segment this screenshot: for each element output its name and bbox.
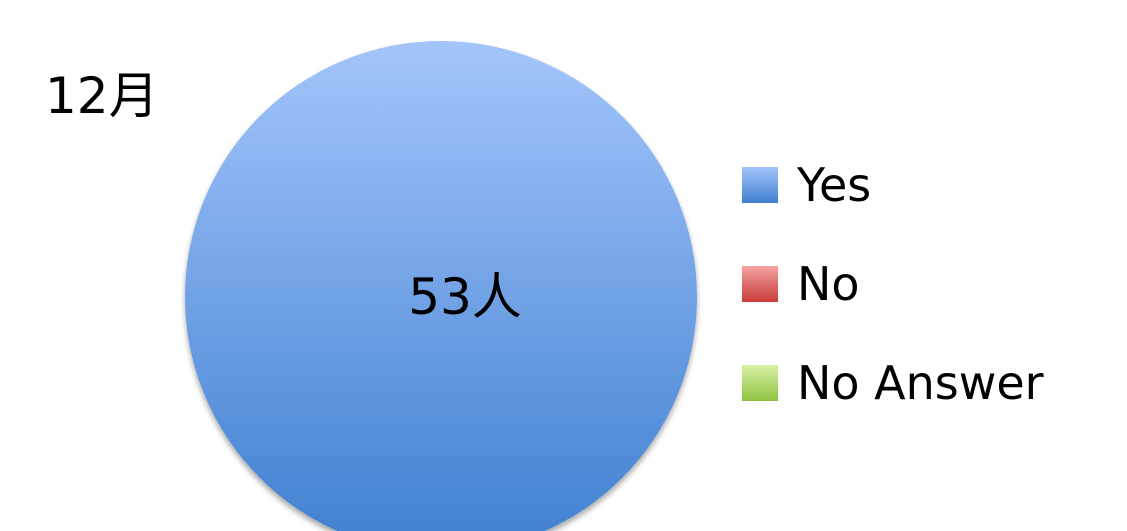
- legend-item-yes: Yes: [742, 158, 871, 212]
- pie-slices: [185, 41, 697, 531]
- data-label-yes: 53人: [408, 268, 522, 326]
- legend-swatch-yes: [742, 167, 778, 203]
- legend-label-no: No: [797, 257, 860, 311]
- legend: Yes No No Answer: [742, 158, 1044, 410]
- pie-slice-yes: [185, 41, 697, 531]
- legend-swatch-no-answer: [742, 365, 778, 401]
- legend-label-yes: Yes: [796, 158, 871, 212]
- chart-title: 12月: [45, 67, 159, 125]
- legend-item-no: No: [742, 257, 860, 311]
- legend-swatch-no: [742, 266, 778, 302]
- legend-item-no-answer: No Answer: [742, 356, 1044, 410]
- legend-label-no-answer: No Answer: [797, 356, 1044, 410]
- pie-data-labels: 53人: [408, 268, 522, 326]
